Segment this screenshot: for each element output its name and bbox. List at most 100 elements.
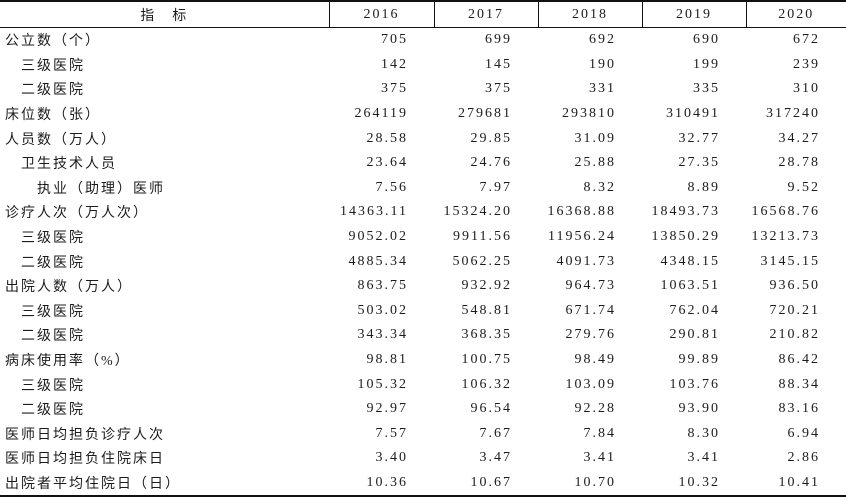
table-row: 人员数（万人） 28.58 29.85 31.09 32.77 34.27 <box>0 126 846 151</box>
value-cell-2016: 28.58 <box>366 130 408 146</box>
table-row: 出院人数（万人） 863.75 932.92 964.73 1063.51 93… <box>0 274 846 299</box>
indicator-label: 二级医院 <box>21 403 85 419</box>
value-cell-2017: 932.92 <box>461 278 512 294</box>
value-cell-2017: 699 <box>485 32 512 48</box>
value-cell-2019: 3.41 <box>687 450 720 466</box>
value-cell-2018: 31.09 <box>574 130 616 146</box>
value-cell-2019: 32.77 <box>678 130 720 146</box>
value-cell-2016: 10.36 <box>366 474 408 490</box>
value-cell-2016: 7.56 <box>375 179 408 195</box>
indicator-label: 出院者平均住院日（日） <box>5 476 181 492</box>
table-row: 诊疗人次（万人次） 14363.11 15324.20 16368.88 184… <box>0 200 846 225</box>
value-cell-2017: 9911.56 <box>453 229 512 245</box>
value-cell-2016: 3.40 <box>375 450 408 466</box>
table-row: 三级医院 503.02 548.81 671.74 762.04 720.21 <box>0 299 846 324</box>
value-cell-2020: 9.52 <box>787 179 820 195</box>
value-cell-2018: 92.28 <box>574 401 616 417</box>
value-cell-2017: 145 <box>485 56 512 72</box>
column-header-year-2018: 2018 <box>537 1 642 28</box>
table-row: 公立数（个） 705 699 692 690 672 <box>0 28 846 53</box>
indicator-label: 诊疗人次（万人次） <box>5 206 149 222</box>
value-cell-2018: 4091.73 <box>556 253 616 269</box>
value-cell-2020: 34.27 <box>778 130 820 146</box>
value-cell-2020: 936.50 <box>769 278 820 294</box>
value-cell-2018: 98.49 <box>574 352 616 368</box>
value-cell-2019: 310491 <box>666 106 720 122</box>
indicator-label: 病床使用率（%） <box>5 354 131 370</box>
table-row: 卫生技术人员 23.64 24.76 25.88 27.35 28.78 <box>0 151 846 176</box>
table-row: 医师日均担负诊疗人次 7.57 7.67 7.84 8.30 6.94 <box>0 422 846 447</box>
value-cell-2017: 106.32 <box>461 376 512 392</box>
value-cell-2016: 23.64 <box>366 155 408 171</box>
column-header-year-2017: 2017 <box>433 1 538 28</box>
value-cell-2020: 13213.73 <box>751 229 820 245</box>
table-row: 执业（助理）医师 7.56 7.97 8.32 8.89 9.52 <box>0 176 846 201</box>
value-cell-2017: 15324.20 <box>443 204 512 220</box>
value-cell-2017: 7.67 <box>479 425 512 441</box>
indicator-label: 医师日均担负诊疗人次 <box>5 427 165 443</box>
value-cell-2020: 88.34 <box>778 376 820 392</box>
indicator-label: 二级医院 <box>21 329 85 345</box>
value-cell-2016: 343.34 <box>357 327 408 343</box>
value-cell-2020: 2.86 <box>787 450 820 466</box>
value-cell-2019: 8.89 <box>687 179 720 195</box>
value-cell-2018: 671.74 <box>565 302 616 318</box>
column-header-year-2020: 2020 <box>745 1 846 28</box>
value-cell-2019: 335 <box>693 81 720 97</box>
value-cell-2020: 16568.76 <box>751 204 820 220</box>
indicator-label: 人员数（万人） <box>5 132 117 148</box>
value-cell-2017: 100.75 <box>461 352 512 368</box>
value-cell-2019: 10.32 <box>678 474 720 490</box>
value-cell-2018: 293810 <box>562 106 616 122</box>
value-cell-2016: 98.81 <box>366 352 408 368</box>
value-cell-2018: 279.76 <box>565 327 616 343</box>
indicator-label: 三级医院 <box>21 231 85 247</box>
value-cell-2017: 3.47 <box>479 450 512 466</box>
value-cell-2016: 375 <box>381 81 408 97</box>
value-cell-2018: 10.70 <box>574 474 616 490</box>
indicator-label: 医师日均担负住院床日 <box>5 452 165 468</box>
value-cell-2018: 8.32 <box>583 179 616 195</box>
indicator-label: 二级医院 <box>21 255 85 271</box>
indicator-label: 卫生技术人员 <box>21 157 117 173</box>
indicator-label: 出院人数（万人） <box>5 280 133 296</box>
value-cell-2020: 6.94 <box>787 425 820 441</box>
value-cell-2016: 4885.34 <box>348 253 408 269</box>
value-cell-2020: 239 <box>793 56 820 72</box>
value-cell-2016: 503.02 <box>357 302 408 318</box>
value-cell-2017: 10.67 <box>470 474 512 490</box>
value-cell-2018: 190 <box>589 56 616 72</box>
value-cell-2016: 7.57 <box>375 425 408 441</box>
column-header-year-2016: 2016 <box>328 1 434 28</box>
table-row: 三级医院 105.32 106.32 103.09 103.76 88.34 <box>0 372 846 397</box>
value-cell-2016: 705 <box>381 32 408 48</box>
value-cell-2020: 3145.15 <box>760 253 820 269</box>
value-cell-2017: 7.97 <box>479 179 512 195</box>
value-cell-2020: 86.42 <box>778 352 820 368</box>
indicator-label: 三级医院 <box>21 378 85 394</box>
value-cell-2019: 27.35 <box>678 155 720 171</box>
value-cell-2019: 13850.29 <box>651 229 720 245</box>
table-row: 二级医院 92.97 96.54 92.28 93.90 83.16 <box>0 397 846 422</box>
value-cell-2018: 331 <box>589 81 616 97</box>
value-cell-2019: 8.30 <box>687 425 720 441</box>
column-header-indicator: 指 标 <box>0 1 329 28</box>
value-cell-2017: 368.35 <box>461 327 512 343</box>
value-cell-2019: 103.76 <box>669 376 720 392</box>
table-row: 三级医院 9052.02 9911.56 11956.24 13850.29 1… <box>0 225 846 250</box>
value-cell-2020: 10.41 <box>778 474 820 490</box>
value-cell-2016: 264119 <box>354 106 408 122</box>
value-cell-2016: 142 <box>381 56 408 72</box>
indicator-label: 三级医院 <box>21 58 85 74</box>
value-cell-2019: 199 <box>693 56 720 72</box>
table-row: 医师日均担负住院床日 3.40 3.47 3.41 3.41 2.86 <box>0 446 846 471</box>
value-cell-2020: 210.82 <box>769 327 820 343</box>
value-cell-2016: 863.75 <box>357 278 408 294</box>
table-row: 病床使用率（%） 98.81 100.75 98.49 99.89 86.42 <box>0 348 846 373</box>
value-cell-2018: 16368.88 <box>547 204 616 220</box>
value-cell-2017: 5062.25 <box>452 253 512 269</box>
value-cell-2019: 18493.73 <box>651 204 720 220</box>
indicator-label: 三级医院 <box>21 304 85 320</box>
